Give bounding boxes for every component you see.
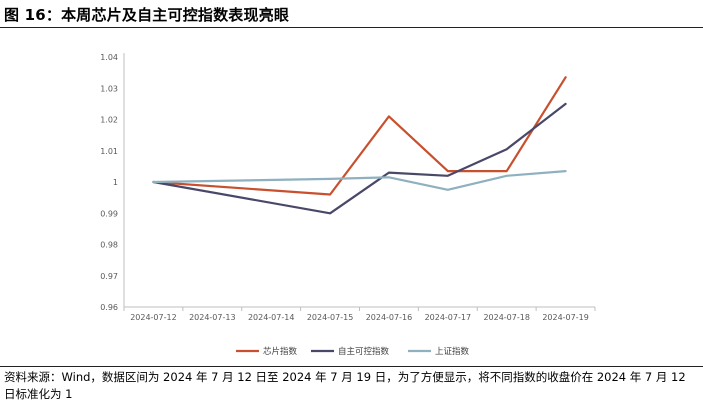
y-tick-label: 1.04 [100, 53, 118, 62]
x-tick-label: 2024-07-13 [189, 313, 236, 322]
figure-title: 图 16：本周芯片及自主可控指数表现亮眼 [4, 6, 290, 24]
y-tick-label: 0.99 [100, 209, 118, 218]
chart-canvas: 0.96 0.97 0.98 0.99 1 1.01 1.02 1.03 1.04 2024-07… [100, 53, 596, 357]
series-line [152, 170, 567, 191]
y-tick-label: 1.02 [100, 116, 118, 125]
series-line [152, 76, 567, 196]
x-tick-label: 2024-07-12 [130, 313, 177, 322]
y-tick-label: 1.03 [100, 84, 118, 93]
x-tick-label: 2024-07-15 [307, 313, 354, 322]
source-divider [0, 366, 703, 367]
y-tick-label: 0.96 [100, 303, 118, 312]
source-note: 资料来源：Wind，数据区间为 2024 年 7 月 12 日至 2024 年 … [4, 370, 686, 401]
x-tick-label: 2024-07-16 [366, 313, 413, 322]
x-tick-label: 2024-07-19 [542, 313, 589, 322]
legend-label: 芯片指数 [263, 346, 298, 357]
x-tick-label: 2024-07-18 [483, 313, 530, 322]
x-tick-label: 2024-07-17 [425, 313, 472, 322]
y-tick-label: 0.97 [100, 272, 118, 281]
y-tick-label: 1.01 [100, 147, 118, 156]
y-tick-label: 0.98 [100, 241, 118, 250]
x-tick-label: 2024-07-14 [248, 313, 295, 322]
legend-label: 上证指数 [435, 346, 470, 357]
y-tick-label: 1 [113, 178, 118, 187]
legend-label: 自主可控指数 [338, 346, 390, 357]
series-line [152, 102, 567, 215]
line-chart: 0.96 0.97 0.98 0.99 1 1.01 1.02 1.03 1.04 2024-07… [0, 28, 703, 366]
title-divider [0, 27, 703, 28]
